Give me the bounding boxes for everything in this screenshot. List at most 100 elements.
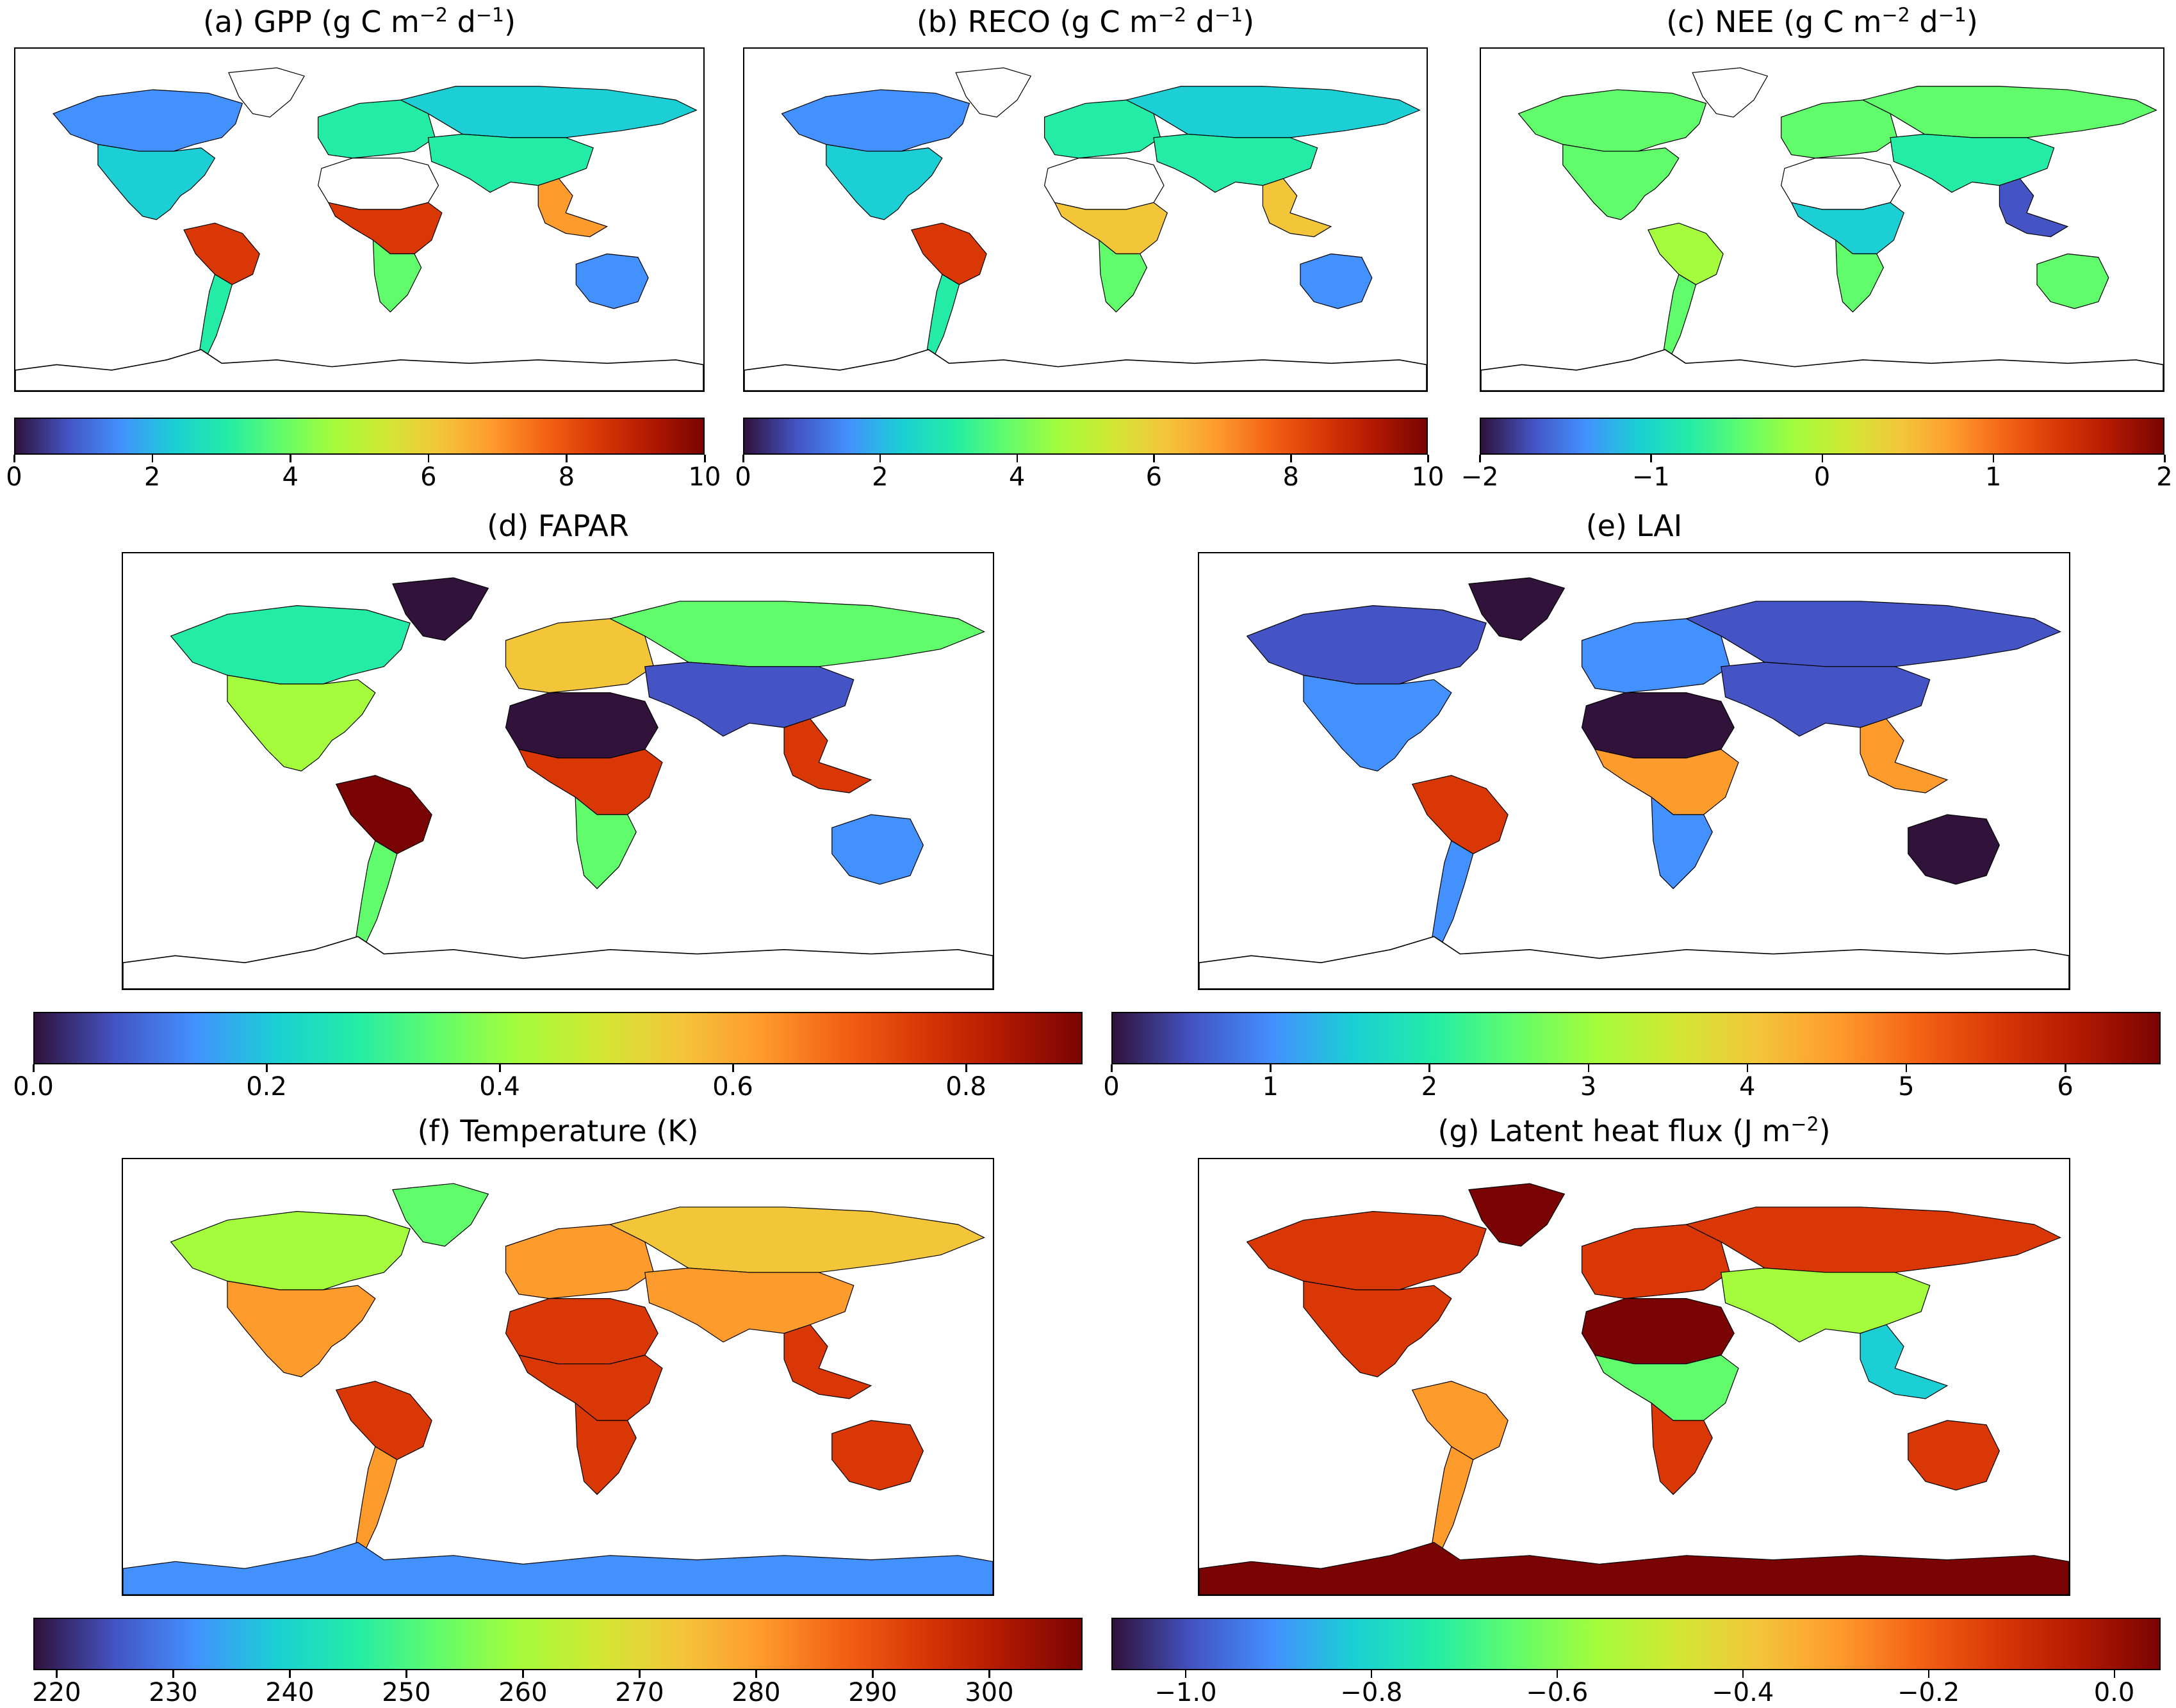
colorbar-tick-label: 2 xyxy=(872,462,888,492)
region-sa-south xyxy=(1432,1447,1473,1551)
region-greenland xyxy=(1469,1183,1564,1246)
region-south-america xyxy=(184,223,259,284)
region-asia-north xyxy=(1686,1207,2060,1273)
region-africa-north xyxy=(1045,158,1164,209)
colorbar-tick-label: 280 xyxy=(732,1678,781,1707)
panel-title: (a) GPP (g C m−2 d−1) xyxy=(202,4,516,39)
colorbar-tick-label: −2 xyxy=(1460,462,1499,492)
colorbar-tick-label: −0.4 xyxy=(1712,1678,1774,1707)
colorbar-tick-label: 5 xyxy=(1898,1072,1915,1102)
colorbar-tick-label: 300 xyxy=(965,1678,1014,1707)
colorbar-tick-label: −0.2 xyxy=(1897,1678,1960,1707)
map-latent-heat xyxy=(1198,1158,2070,1596)
colorbar-tick-label: 0.4 xyxy=(479,1072,520,1102)
region-asia-south xyxy=(1721,1268,1930,1342)
region-sa-south xyxy=(1432,841,1473,945)
region-antarctica xyxy=(1199,1542,2069,1595)
region-antarctica xyxy=(1199,936,2069,989)
region-na-north xyxy=(1519,90,1706,151)
colorbar-tick xyxy=(2065,1064,2066,1072)
region-na-south xyxy=(1304,1281,1452,1377)
colorbar-tick xyxy=(1290,455,1292,462)
region-na-north xyxy=(171,1212,410,1290)
colorbar-tick-label: 0 xyxy=(6,462,22,492)
colorbar-tick xyxy=(1821,455,1823,462)
colorbar-lai xyxy=(1111,1012,2161,1064)
region-australia xyxy=(1908,1420,2000,1490)
region-se-asia xyxy=(784,1324,871,1399)
region-south-america xyxy=(1648,223,1723,284)
region-greenland xyxy=(393,578,488,640)
map-nee xyxy=(1480,47,2164,392)
region-se-asia xyxy=(1263,179,1330,237)
region-sa-south xyxy=(1664,274,1696,356)
colorbar-reco xyxy=(743,418,1428,455)
colorbar-tick-label: 6 xyxy=(1145,462,1163,492)
region-na-south xyxy=(227,675,375,771)
colorbar-tick-label: 2 xyxy=(143,462,161,492)
colorbar-tick xyxy=(2164,455,2166,462)
region-europe xyxy=(1045,100,1161,158)
colorbar-nee xyxy=(1480,418,2164,455)
colorbar-tick xyxy=(704,455,706,462)
colorbar-tick xyxy=(639,1670,641,1678)
region-antarctica xyxy=(744,350,1427,391)
region-antarctica xyxy=(1481,350,2163,391)
region-europe xyxy=(1582,619,1730,693)
colorbar-tick xyxy=(1428,1064,1430,1072)
region-antarctica xyxy=(15,350,703,391)
colorbar-tick xyxy=(566,455,568,462)
region-asia-north xyxy=(1126,86,1419,138)
colorbar-tick-label: 230 xyxy=(149,1678,198,1707)
colorbar-tick xyxy=(405,1670,407,1678)
region-asia-south xyxy=(1154,134,1318,193)
colorbar-tick-label: 6 xyxy=(420,462,437,492)
region-africa-central xyxy=(519,1355,662,1420)
region-se-asia xyxy=(538,179,607,237)
colorbar-tick xyxy=(290,455,291,462)
colorbar-tick xyxy=(879,455,881,462)
colorbar-tick-label: 4 xyxy=(282,462,299,492)
colorbar-tick xyxy=(988,1670,990,1678)
colorbar-tick-label: 1 xyxy=(1985,462,2002,492)
region-se-asia xyxy=(1860,719,1947,793)
colorbar-tick xyxy=(1905,1064,1908,1072)
region-na-north xyxy=(171,606,410,684)
colorbar-tick xyxy=(56,1670,58,1678)
colorbar-tick xyxy=(1742,1670,1744,1678)
region-europe xyxy=(506,1224,654,1299)
region-asia-south xyxy=(428,134,593,193)
region-africa-central xyxy=(1595,1355,1738,1420)
region-europe xyxy=(1582,1224,1730,1299)
region-south-america xyxy=(336,1381,432,1460)
region-asia-north xyxy=(610,1207,984,1273)
colorbar-tick-label: 270 xyxy=(615,1678,664,1707)
colorbar-tick-label: 0.8 xyxy=(945,1072,986,1102)
colorbar-tick-label: 0 xyxy=(1103,1072,1120,1102)
region-se-asia xyxy=(784,719,871,793)
region-africa-central xyxy=(1792,202,1904,254)
region-greenland xyxy=(956,68,1031,117)
region-africa-south xyxy=(575,1403,636,1495)
colorbar-tick-label: 2 xyxy=(1421,1072,1438,1102)
region-europe xyxy=(506,619,654,693)
region-australia xyxy=(576,254,648,308)
colorbar-tick xyxy=(499,1064,501,1072)
colorbar-tick xyxy=(33,1064,35,1072)
region-na-south xyxy=(98,145,215,220)
region-sa-south xyxy=(200,274,232,356)
region-africa-south xyxy=(373,240,421,312)
colorbar-tick-label: 0.0 xyxy=(13,1072,54,1102)
region-asia-south xyxy=(645,1268,854,1342)
colorbar-tick-label: 0 xyxy=(735,462,751,492)
region-asia-north xyxy=(1863,86,2156,138)
colorbar-tick xyxy=(1270,1064,1272,1072)
colorbar-tick-label: −1.0 xyxy=(1154,1678,1217,1707)
colorbar-tick xyxy=(151,455,154,462)
colorbar-tick xyxy=(1587,1064,1590,1072)
region-africa-north xyxy=(1781,158,1901,209)
region-na-north xyxy=(53,90,242,151)
map-fapar xyxy=(122,552,994,990)
colorbar-gpp xyxy=(14,418,705,455)
map-gpp xyxy=(14,47,705,392)
